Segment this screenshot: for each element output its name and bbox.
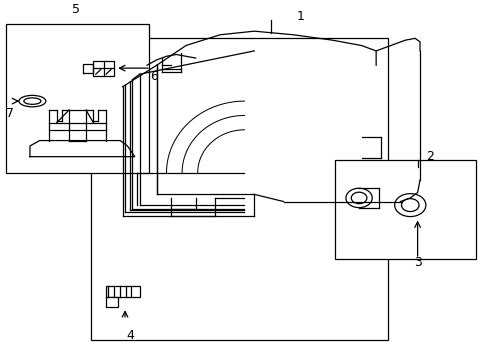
Bar — [105, 297, 118, 307]
Text: 6: 6 — [150, 69, 158, 82]
Text: 2: 2 — [425, 150, 433, 163]
Text: 5: 5 — [72, 3, 80, 16]
Bar — [91, 39, 387, 339]
Bar — [5, 24, 149, 173]
Bar — [93, 61, 114, 76]
Bar — [334, 160, 475, 259]
Bar — [105, 286, 140, 297]
Text: 4: 4 — [126, 329, 134, 342]
Text: 1: 1 — [296, 10, 304, 23]
Text: 3: 3 — [413, 256, 421, 269]
Text: 7: 7 — [6, 107, 15, 120]
